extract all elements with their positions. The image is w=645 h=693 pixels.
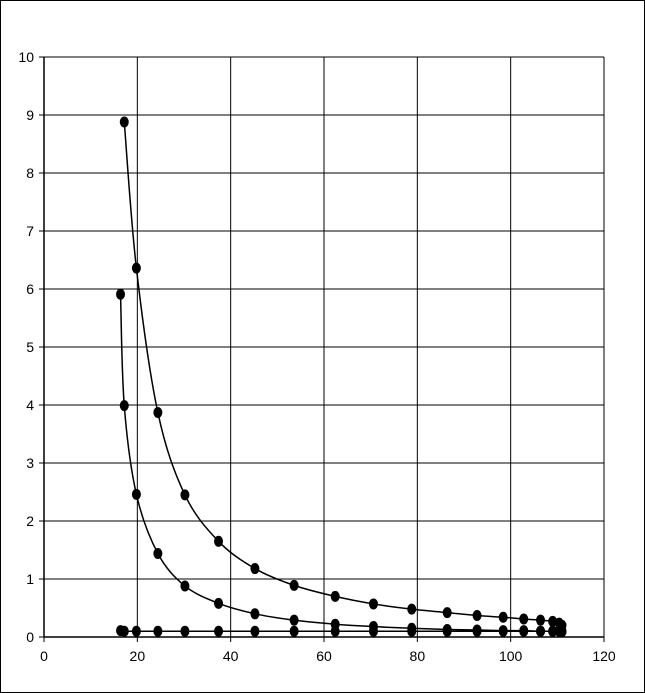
y-tick-label: 9 (26, 107, 34, 123)
series-3-point (153, 625, 163, 637)
series-1-point (472, 610, 482, 622)
series-2-point (180, 580, 190, 592)
series-1-point (153, 407, 163, 419)
series-3-point (498, 625, 508, 637)
series-2-point (116, 288, 126, 300)
x-tick-label: 20 (130, 648, 146, 664)
series-3-point (368, 625, 378, 637)
y-tick-label: 5 (26, 339, 34, 355)
series-1-point (407, 603, 417, 615)
series-3-point (180, 625, 190, 637)
series-3-point (407, 625, 417, 637)
series-3-point (536, 625, 546, 637)
series-1-point (214, 535, 224, 547)
series-1-point (368, 598, 378, 610)
y-tick-label: 7 (26, 223, 34, 239)
series-1-point (119, 116, 129, 128)
series-3-point (250, 625, 260, 637)
series-2-point (250, 608, 260, 620)
series-2-point (289, 614, 299, 626)
series-3-point (289, 625, 299, 637)
series-2-point (119, 400, 129, 412)
series-3-point (442, 625, 452, 637)
series-1-point (536, 614, 546, 626)
y-tick-label: 0 (26, 629, 34, 645)
series-2-point (131, 488, 141, 500)
series-2-point (214, 597, 224, 609)
series-3-point (131, 625, 141, 637)
x-tick-label: 120 (592, 648, 616, 664)
series-2-point (153, 547, 163, 559)
x-tick-label: 0 (40, 648, 48, 664)
series-1-point (330, 590, 340, 602)
series-3-point (519, 625, 529, 637)
series-1-point (289, 579, 299, 591)
x-tick-label: 40 (223, 648, 239, 664)
series-3-point (330, 625, 340, 637)
series-3-point (557, 625, 567, 637)
series-3-point (214, 625, 224, 637)
y-tick-label: 2 (26, 513, 34, 529)
series-1-point (498, 611, 508, 623)
series-1-point (519, 613, 529, 625)
series-1-point (131, 262, 141, 274)
y-tick-label: 3 (26, 455, 34, 471)
y-tick-label: 1 (26, 571, 34, 587)
y-tick-label: 10 (18, 49, 34, 65)
series-1-point (180, 489, 190, 501)
x-tick-label: 60 (316, 648, 332, 664)
series-3-point (472, 625, 482, 637)
x-tick-label: 80 (410, 648, 426, 664)
series-1-point (250, 563, 260, 575)
y-tick-label: 8 (26, 165, 34, 181)
series-3-point (548, 625, 558, 637)
series-3-point (119, 625, 129, 637)
x-tick-label: 100 (499, 648, 523, 664)
series-1-point (442, 607, 452, 619)
series-1-line (123, 121, 563, 626)
y-tick-label: 4 (26, 397, 34, 413)
y-tick-label: 6 (26, 281, 34, 297)
